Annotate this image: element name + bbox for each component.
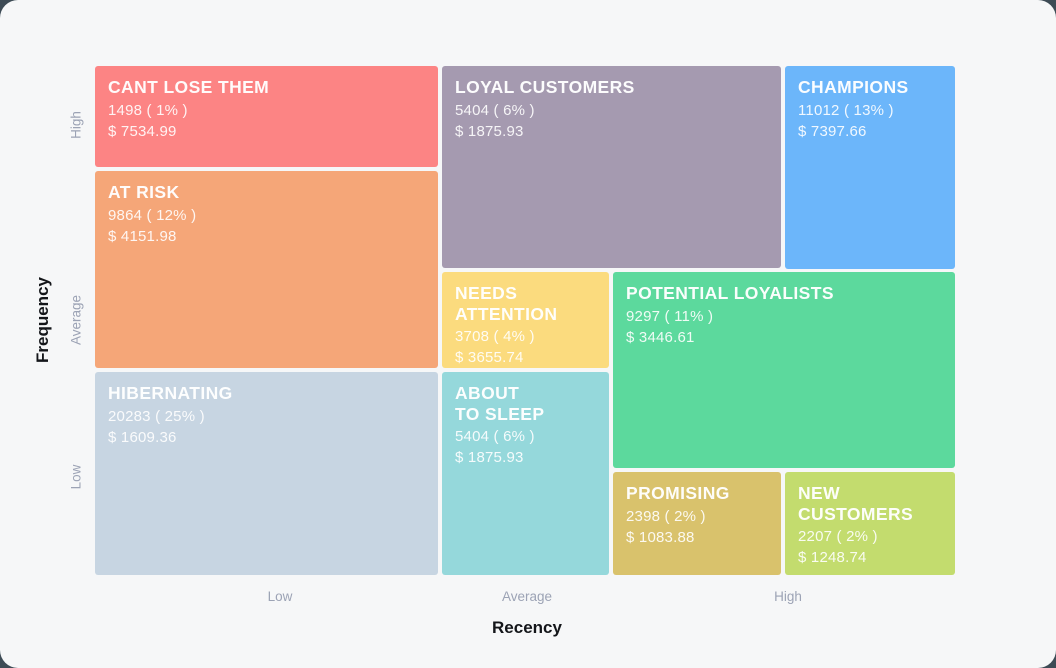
y-tick-high: High <box>68 111 84 139</box>
segment-monetary: $ 1875.93 <box>455 122 524 140</box>
segment-title: CANT LOSE THEM <box>108 77 270 97</box>
segment-title: NEEDS ATTENTION <box>455 283 558 324</box>
segment-new-customers[interactable]: NEW CUSTOMERS 2207 ( 2% ) $ 1248.74 <box>785 472 955 575</box>
segment-monetary: $ 7397.66 <box>798 122 867 140</box>
segment-cant-lose-them[interactable]: CANT LOSE THEM 1498 ( 1% ) $ 7534.99 <box>95 66 438 167</box>
segment-monetary: $ 7534.99 <box>108 122 177 140</box>
segment-hibernating[interactable]: HIBERNATING 20283 ( 25% ) $ 1609.36 <box>95 372 438 575</box>
segment-monetary: $ 4151.98 <box>108 227 177 245</box>
segment-about-to-sleep[interactable]: ABOUT TO SLEEP 5404 ( 6% ) $ 1875.93 <box>442 372 609 575</box>
x-tick-low: Low <box>267 589 293 604</box>
segment-count: 5404 ( 6% ) <box>455 428 535 446</box>
segment-title: POTENTIAL LOYALISTS <box>626 283 834 303</box>
segment-title: HIBERNATING <box>108 383 233 403</box>
x-axis-title: Recency <box>492 618 562 637</box>
segment-monetary: $ 1875.93 <box>455 449 524 467</box>
segment-title: AT RISK <box>108 182 180 202</box>
segment-title: LOYAL CUSTOMERS <box>455 77 635 97</box>
segment-count: 20283 ( 25% ) <box>108 407 205 425</box>
segment-potential-loyalists[interactable]: POTENTIAL LOYALISTS 9297 ( 11% ) $ 3446.… <box>613 272 955 468</box>
segment-title: CHAMPIONS <box>798 77 909 97</box>
segment-count: 3708 ( 4% ) <box>455 328 535 346</box>
segment-title: ABOUT TO SLEEP <box>455 383 545 424</box>
segment-monetary: $ 1083.88 <box>626 528 695 546</box>
segment-count: 5404 ( 6% ) <box>455 101 535 119</box>
segment-count: 2207 ( 2% ) <box>798 528 878 546</box>
segment-monetary: $ 1248.74 <box>798 549 867 567</box>
segment-count: 9297 ( 11% ) <box>626 307 714 325</box>
segment-loyal-customers[interactable]: LOYAL CUSTOMERS 5404 ( 6% ) $ 1875.93 <box>442 66 781 268</box>
segment-champions[interactable]: CHAMPIONS 11012 ( 13% ) $ 7397.66 <box>785 66 955 269</box>
segment-title: NEW CUSTOMERS <box>798 483 914 524</box>
segment-monetary: $ 3655.74 <box>455 349 524 367</box>
segment-needs-attention[interactable]: NEEDS ATTENTION 3708 ( 4% ) $ 3655.74 <box>442 272 609 368</box>
segment-monetary: $ 1609.36 <box>108 428 177 446</box>
y-tick-average: Average <box>68 294 84 346</box>
segment-title: PROMISING <box>626 483 730 503</box>
y-axis-title: Frequency <box>33 277 52 363</box>
segment-promising[interactable]: PROMISING 2398 ( 2% ) $ 1083.88 <box>613 472 781 575</box>
segment-monetary: $ 3446.61 <box>626 328 695 346</box>
segment-count: 2398 ( 2% ) <box>626 507 706 525</box>
y-tick-low: Low <box>68 464 84 490</box>
x-tick-high: High <box>774 589 802 604</box>
segment-count: 1498 ( 1% ) <box>108 101 188 119</box>
segment-count: 11012 ( 13% ) <box>798 101 894 119</box>
segment-at-risk[interactable]: AT RISK 9864 ( 12% ) $ 4151.98 <box>95 171 438 368</box>
segment-count: 9864 ( 12% ) <box>108 206 197 224</box>
x-tick-average: Average <box>501 589 553 604</box>
